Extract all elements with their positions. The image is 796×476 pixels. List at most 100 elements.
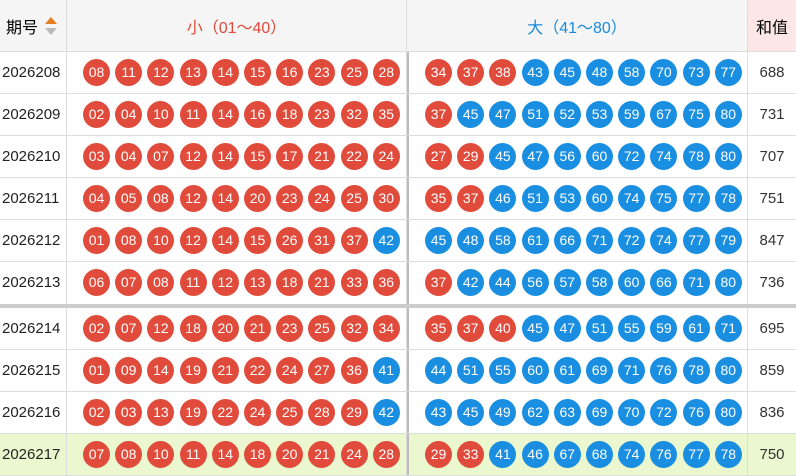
number-ball: 42 (372, 399, 400, 426)
big-cell: 37 45 47 51 52 53 59 67 75 80 (407, 94, 748, 135)
number-ball: 69 (586, 357, 613, 384)
number-ball: 76 (682, 399, 710, 426)
number-ball: 45 (457, 101, 485, 128)
number-ball: 59 (650, 315, 678, 342)
period: 2026213 (0, 262, 67, 304)
number-ball: 47 (521, 143, 549, 170)
number-ball: 11 (115, 59, 143, 86)
draw-row: 2026208 08 11 12 13 14 15 16 23 25 28 34 37 38 43 45 48 5… (0, 52, 796, 94)
number-ball: 13 (179, 59, 207, 86)
number-ball: 12 (211, 269, 239, 296)
draw-row: 2026214 02 07 12 18 20 21 23 25 32 34 35 37 40 45 47 51 5… (0, 308, 796, 350)
number-ball: 76 (650, 357, 678, 384)
number-ball: 05 (115, 185, 143, 212)
number-ball: 77 (682, 227, 710, 254)
number-ball: 74 (618, 441, 646, 468)
small-cell: 06 07 08 11 12 13 18 21 33 36 (67, 262, 407, 304)
number-ball: 11 (179, 269, 207, 296)
number-ball: 68 (586, 441, 613, 468)
big-cell: 35 37 46 51 53 60 74 75 77 78 (407, 178, 748, 219)
period-header-text: 期号 (6, 19, 39, 37)
small-header-text: 小（01～40） (186, 19, 287, 37)
small-cell: 07 08 10 11 14 18 20 21 24 28 (67, 434, 407, 475)
number-ball: 09 (115, 357, 143, 384)
number-ball: 18 (244, 441, 271, 468)
sum: 736 (759, 274, 785, 291)
number-ball: 19 (179, 357, 207, 384)
number-ball: 22 (211, 399, 239, 426)
number-ball: 33 (340, 269, 368, 296)
small-cell: 02 07 12 18 20 21 23 25 32 34 (67, 308, 407, 349)
number-ball: 74 (650, 143, 678, 170)
number-ball: 71 (714, 315, 742, 342)
number-ball: 23 (308, 59, 336, 86)
number-ball: 61 (682, 315, 710, 342)
draw-row: 2026215 01 09 14 19 21 22 24 27 36 41 44 51 55 60 61 69 7… (0, 350, 796, 392)
number-ball: 72 (650, 399, 678, 426)
number-ball: 60 (521, 357, 549, 384)
number-ball: 16 (244, 101, 271, 128)
number-ball: 80 (714, 143, 742, 170)
number-ball: 76 (650, 441, 678, 468)
number-ball: 20 (244, 185, 271, 212)
small-cell: 04 05 08 12 14 20 23 24 25 30 (67, 178, 407, 219)
draw-row: 2026212 01 08 10 12 14 15 26 31 37 42 45 48 58 61 66 71 7… (0, 220, 796, 262)
number-ball: 14 (147, 357, 175, 384)
number-ball: 22 (244, 357, 271, 384)
number-ball: 14 (211, 185, 239, 212)
period: 2026216 (0, 392, 67, 433)
number-ball: 08 (115, 441, 143, 468)
number-ball: 32 (340, 101, 368, 128)
number-ball: 42 (457, 269, 485, 296)
number-ball: 07 (115, 269, 143, 296)
draw-row: 2026210 03 04 07 12 14 15 17 21 22 24 27 29 45 47 56 60 7… (0, 136, 796, 178)
number-ball: 10 (147, 101, 175, 128)
number-ball: 52 (553, 101, 581, 128)
small-cell: 03 04 07 12 14 15 17 21 22 24 (67, 136, 407, 177)
number-ball: 69 (586, 399, 613, 426)
number-ball: 80 (714, 101, 742, 128)
number-ball: 11 (179, 101, 207, 128)
number-ball: 38 (489, 59, 517, 86)
number-ball: 78 (682, 143, 710, 170)
number-ball: 51 (457, 357, 485, 384)
number-ball: 35 (425, 315, 452, 342)
period: 2026210 (0, 136, 67, 177)
number-ball: 40 (489, 315, 517, 342)
number-ball: 59 (618, 101, 646, 128)
sum-header: 和值 (748, 0, 796, 52)
number-ball: 77 (714, 59, 742, 86)
number-ball: 41 (372, 357, 400, 384)
period: 2026211 (0, 178, 67, 219)
number-ball: 01 (83, 357, 110, 384)
number-ball: 32 (340, 315, 368, 342)
number-ball: 21 (211, 357, 239, 384)
number-ball: 67 (650, 101, 678, 128)
number-ball: 75 (682, 101, 710, 128)
number-ball: 04 (115, 101, 143, 128)
number-ball: 02 (83, 101, 110, 128)
number-ball: 13 (147, 399, 175, 426)
number-ball: 36 (372, 269, 400, 296)
number-ball: 37 (340, 227, 368, 254)
sum-header-text: 和值 (755, 19, 788, 37)
number-ball: 27 (425, 143, 452, 170)
small-cell: 01 08 10 12 14 15 26 31 37 42 (67, 220, 407, 261)
period-header[interactable]: 期号 (0, 0, 67, 52)
number-ball: 75 (650, 185, 678, 212)
number-ball: 74 (618, 185, 646, 212)
number-ball: 45 (553, 59, 581, 86)
number-ball: 80 (714, 357, 742, 384)
sort-icon[interactable] (44, 16, 58, 36)
number-ball: 08 (147, 185, 175, 212)
number-ball: 20 (211, 315, 239, 342)
number-ball: 23 (308, 101, 336, 128)
draw-row: 2026217 07 08 10 11 14 18 20 21 24 28 29 33 41 46 67 68 7… (0, 434, 796, 476)
big-cell: 35 37 40 45 47 51 55 59 61 71 (407, 308, 748, 349)
number-ball: 66 (553, 227, 581, 254)
sum: 859 (759, 362, 785, 379)
number-ball: 33 (457, 441, 485, 468)
number-ball: 56 (553, 143, 581, 170)
number-ball: 02 (83, 315, 110, 342)
number-ball: 70 (650, 59, 678, 86)
